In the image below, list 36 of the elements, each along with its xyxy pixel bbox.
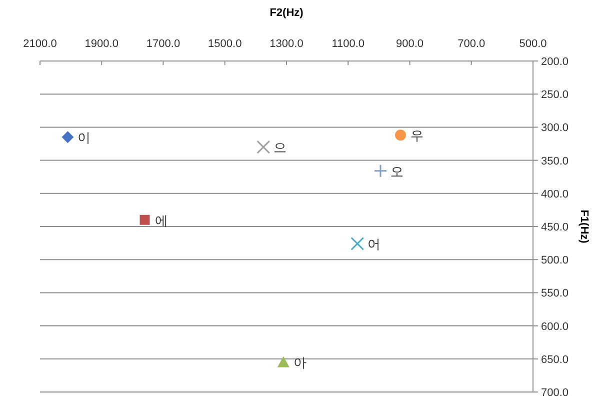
y-tick-label: 700.0 — [541, 387, 569, 399]
point — [62, 131, 74, 144]
y-tick-label: 300.0 — [541, 122, 569, 134]
point — [374, 164, 388, 178]
y-tick-label: 600.0 — [541, 320, 569, 333]
y-tick-label: 450.0 — [541, 222, 569, 234]
series-label: 으 — [273, 140, 286, 156]
point — [395, 130, 406, 141]
series-label: 우 — [410, 128, 424, 144]
series-label: 어 — [367, 236, 380, 252]
x-tick-label: 900.0 — [396, 38, 424, 50]
point — [256, 140, 270, 154]
x-tick-label: 700.0 — [458, 38, 486, 50]
y-tick-label: 350.0 — [541, 155, 569, 168]
x-tick-label: 1100.0 — [332, 38, 365, 50]
y-tick-label: 200.0 — [541, 56, 569, 68]
x-tick-label: 1900.0 — [84, 38, 118, 50]
point — [140, 214, 150, 225]
y-tick-label: 650.0 — [541, 354, 569, 366]
series-label: 에 — [154, 212, 168, 228]
series-label: 오 — [390, 164, 404, 179]
x-tick-label: 500.0 — [519, 38, 547, 50]
x-tick-label: 1500.0 — [208, 38, 242, 50]
y-tick-label: 400.0 — [541, 188, 569, 200]
point — [277, 356, 290, 368]
y-tick-label: 500.0 — [541, 254, 569, 267]
series-label: 이 — [78, 130, 91, 146]
x-tick-label: 2100.0 — [23, 38, 57, 50]
y-axis-title: F1(Hz) — [578, 210, 590, 244]
y-tick-label: 250.0 — [541, 89, 569, 102]
y-tick-label: 550.0 — [541, 288, 569, 300]
x-tick-label: 1700.0 — [146, 38, 180, 50]
x-tick-label: 1300.0 — [270, 38, 304, 50]
series-label: 아 — [293, 355, 306, 370]
x-axis-title: F2(Hz) — [270, 7, 304, 19]
point — [350, 236, 364, 250]
